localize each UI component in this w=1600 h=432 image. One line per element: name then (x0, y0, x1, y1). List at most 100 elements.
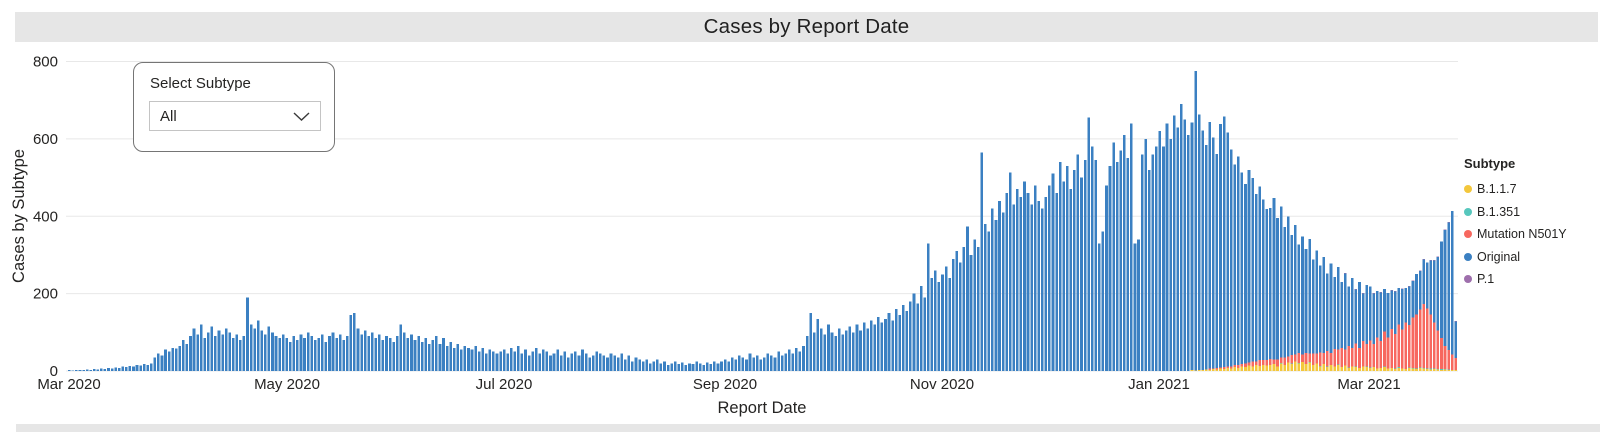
legend-item-b117[interactable]: B.1.1.7 (1464, 178, 1596, 201)
bar-segment[interactable] (1322, 364, 1326, 371)
bar-segment[interactable] (1351, 278, 1354, 348)
bar-segment[interactable] (153, 357, 157, 371)
bar-segment[interactable] (1283, 365, 1286, 371)
bar-segment[interactable] (1411, 367, 1415, 369)
bar-segment[interactable] (417, 336, 420, 371)
bar-segment[interactable] (923, 297, 926, 371)
bar-segment[interactable] (1190, 370, 1194, 371)
bar-segment[interactable] (139, 365, 142, 371)
bar-segment[interactable] (941, 274, 944, 371)
bar-segment[interactable] (976, 247, 980, 371)
bar-segment[interactable] (1244, 363, 1247, 368)
bar-segment[interactable] (1447, 350, 1450, 370)
bar-segment[interactable] (1425, 369, 1429, 371)
bar-segment[interactable] (1319, 265, 1322, 353)
bar-segment[interactable] (1443, 369, 1447, 371)
bar-segment[interactable] (1440, 241, 1443, 339)
bar-segment[interactable] (844, 330, 848, 371)
bar-segment[interactable] (891, 320, 894, 371)
bar-segment[interactable] (477, 351, 481, 371)
bar-segment[interactable] (235, 334, 239, 371)
bar-segment[interactable] (738, 355, 741, 371)
bar-segment[interactable] (962, 247, 966, 371)
bar-segment[interactable] (926, 243, 930, 371)
bar-segment[interactable] (1340, 282, 1343, 348)
bar-segment[interactable] (1315, 363, 1319, 371)
bar-segment[interactable] (1229, 366, 1233, 369)
bar-segment[interactable] (1030, 204, 1033, 371)
bar-segment[interactable] (1247, 362, 1251, 366)
bar-segment[interactable] (1358, 367, 1361, 371)
bar-segment[interactable] (723, 359, 727, 371)
bar-segment[interactable] (449, 341, 452, 371)
bar-segment[interactable] (1301, 354, 1304, 363)
bar-segment[interactable] (1397, 287, 1401, 325)
bar-segment[interactable] (1215, 367, 1219, 370)
bar-segment[interactable] (1094, 160, 1098, 371)
bar-segment[interactable] (1354, 343, 1358, 367)
bar-segment[interactable] (1354, 367, 1358, 371)
bar-segment[interactable] (1222, 367, 1226, 370)
bar-segment[interactable] (1258, 365, 1262, 371)
bar-segment[interactable] (1422, 259, 1425, 305)
bar-segment[interactable] (673, 361, 677, 371)
bar-segment[interactable] (1386, 292, 1390, 338)
bar-segment[interactable] (1005, 193, 1008, 371)
bar-segment[interactable] (360, 334, 363, 371)
bar-segment[interactable] (438, 343, 442, 371)
bar-segment[interactable] (1361, 366, 1365, 371)
bar-segment[interactable] (1080, 177, 1083, 371)
bar-segment[interactable] (1311, 259, 1315, 354)
bar-segment[interactable] (1254, 194, 1258, 362)
bar-segment[interactable] (1333, 366, 1336, 371)
bar-segment[interactable] (1422, 304, 1425, 368)
bar-segment[interactable] (445, 345, 449, 371)
bar-segment[interactable] (296, 340, 299, 371)
bar-segment[interactable] (663, 361, 666, 371)
bar-segment[interactable] (559, 355, 563, 371)
bar-segment[interactable] (524, 349, 527, 371)
bar-segment[interactable] (1365, 367, 1368, 371)
bar-segment[interactable] (1254, 365, 1258, 371)
bar-segment[interactable] (1411, 317, 1415, 368)
bar-segment[interactable] (566, 357, 570, 371)
bar-segment[interactable] (1436, 256, 1440, 331)
bar-segment[interactable] (656, 359, 659, 371)
bar-segment[interactable] (1447, 369, 1450, 371)
bar-segment[interactable] (1440, 338, 1443, 370)
bar-segment[interactable] (103, 369, 107, 371)
bar-segment[interactable] (556, 349, 559, 371)
bar-segment[interactable] (802, 345, 805, 371)
bar-segment[interactable] (1062, 181, 1065, 371)
bar-segment[interactable] (652, 361, 656, 371)
bar-segment[interactable] (1272, 364, 1276, 371)
bar-segment[interactable] (909, 301, 912, 371)
bar-segment[interactable] (1297, 363, 1301, 371)
bar-segment[interactable] (346, 336, 349, 371)
bar-segment[interactable] (75, 370, 78, 371)
bar-segment[interactable] (1397, 324, 1401, 368)
bar-segment[interactable] (1329, 352, 1333, 366)
bar-segment[interactable] (1130, 123, 1133, 372)
bar-segment[interactable] (563, 351, 567, 371)
bar-segment[interactable] (1126, 158, 1130, 371)
bar-segment[interactable] (328, 336, 331, 371)
bar-segment[interactable] (527, 355, 531, 371)
bar-segment[interactable] (1212, 368, 1215, 370)
bar-segment[interactable] (745, 359, 748, 371)
bar-segment[interactable] (1144, 138, 1147, 371)
bar-segment[interactable] (727, 361, 730, 371)
bar-segment[interactable] (89, 369, 92, 371)
bar-segment[interactable] (228, 332, 231, 371)
bar-segment[interactable] (766, 353, 770, 371)
bar-segment[interactable] (274, 336, 278, 371)
bar-segment[interactable] (1376, 290, 1379, 338)
bar-segment[interactable] (980, 152, 984, 371)
bar-segment[interactable] (1286, 216, 1290, 357)
bar-segment[interactable] (1351, 366, 1354, 371)
bar-segment[interactable] (1454, 321, 1458, 359)
bar-segment[interactable] (1308, 362, 1311, 371)
bar-segment[interactable] (905, 311, 909, 371)
bar-segment[interactable] (1265, 208, 1269, 361)
bar-segment[interactable] (403, 332, 406, 371)
